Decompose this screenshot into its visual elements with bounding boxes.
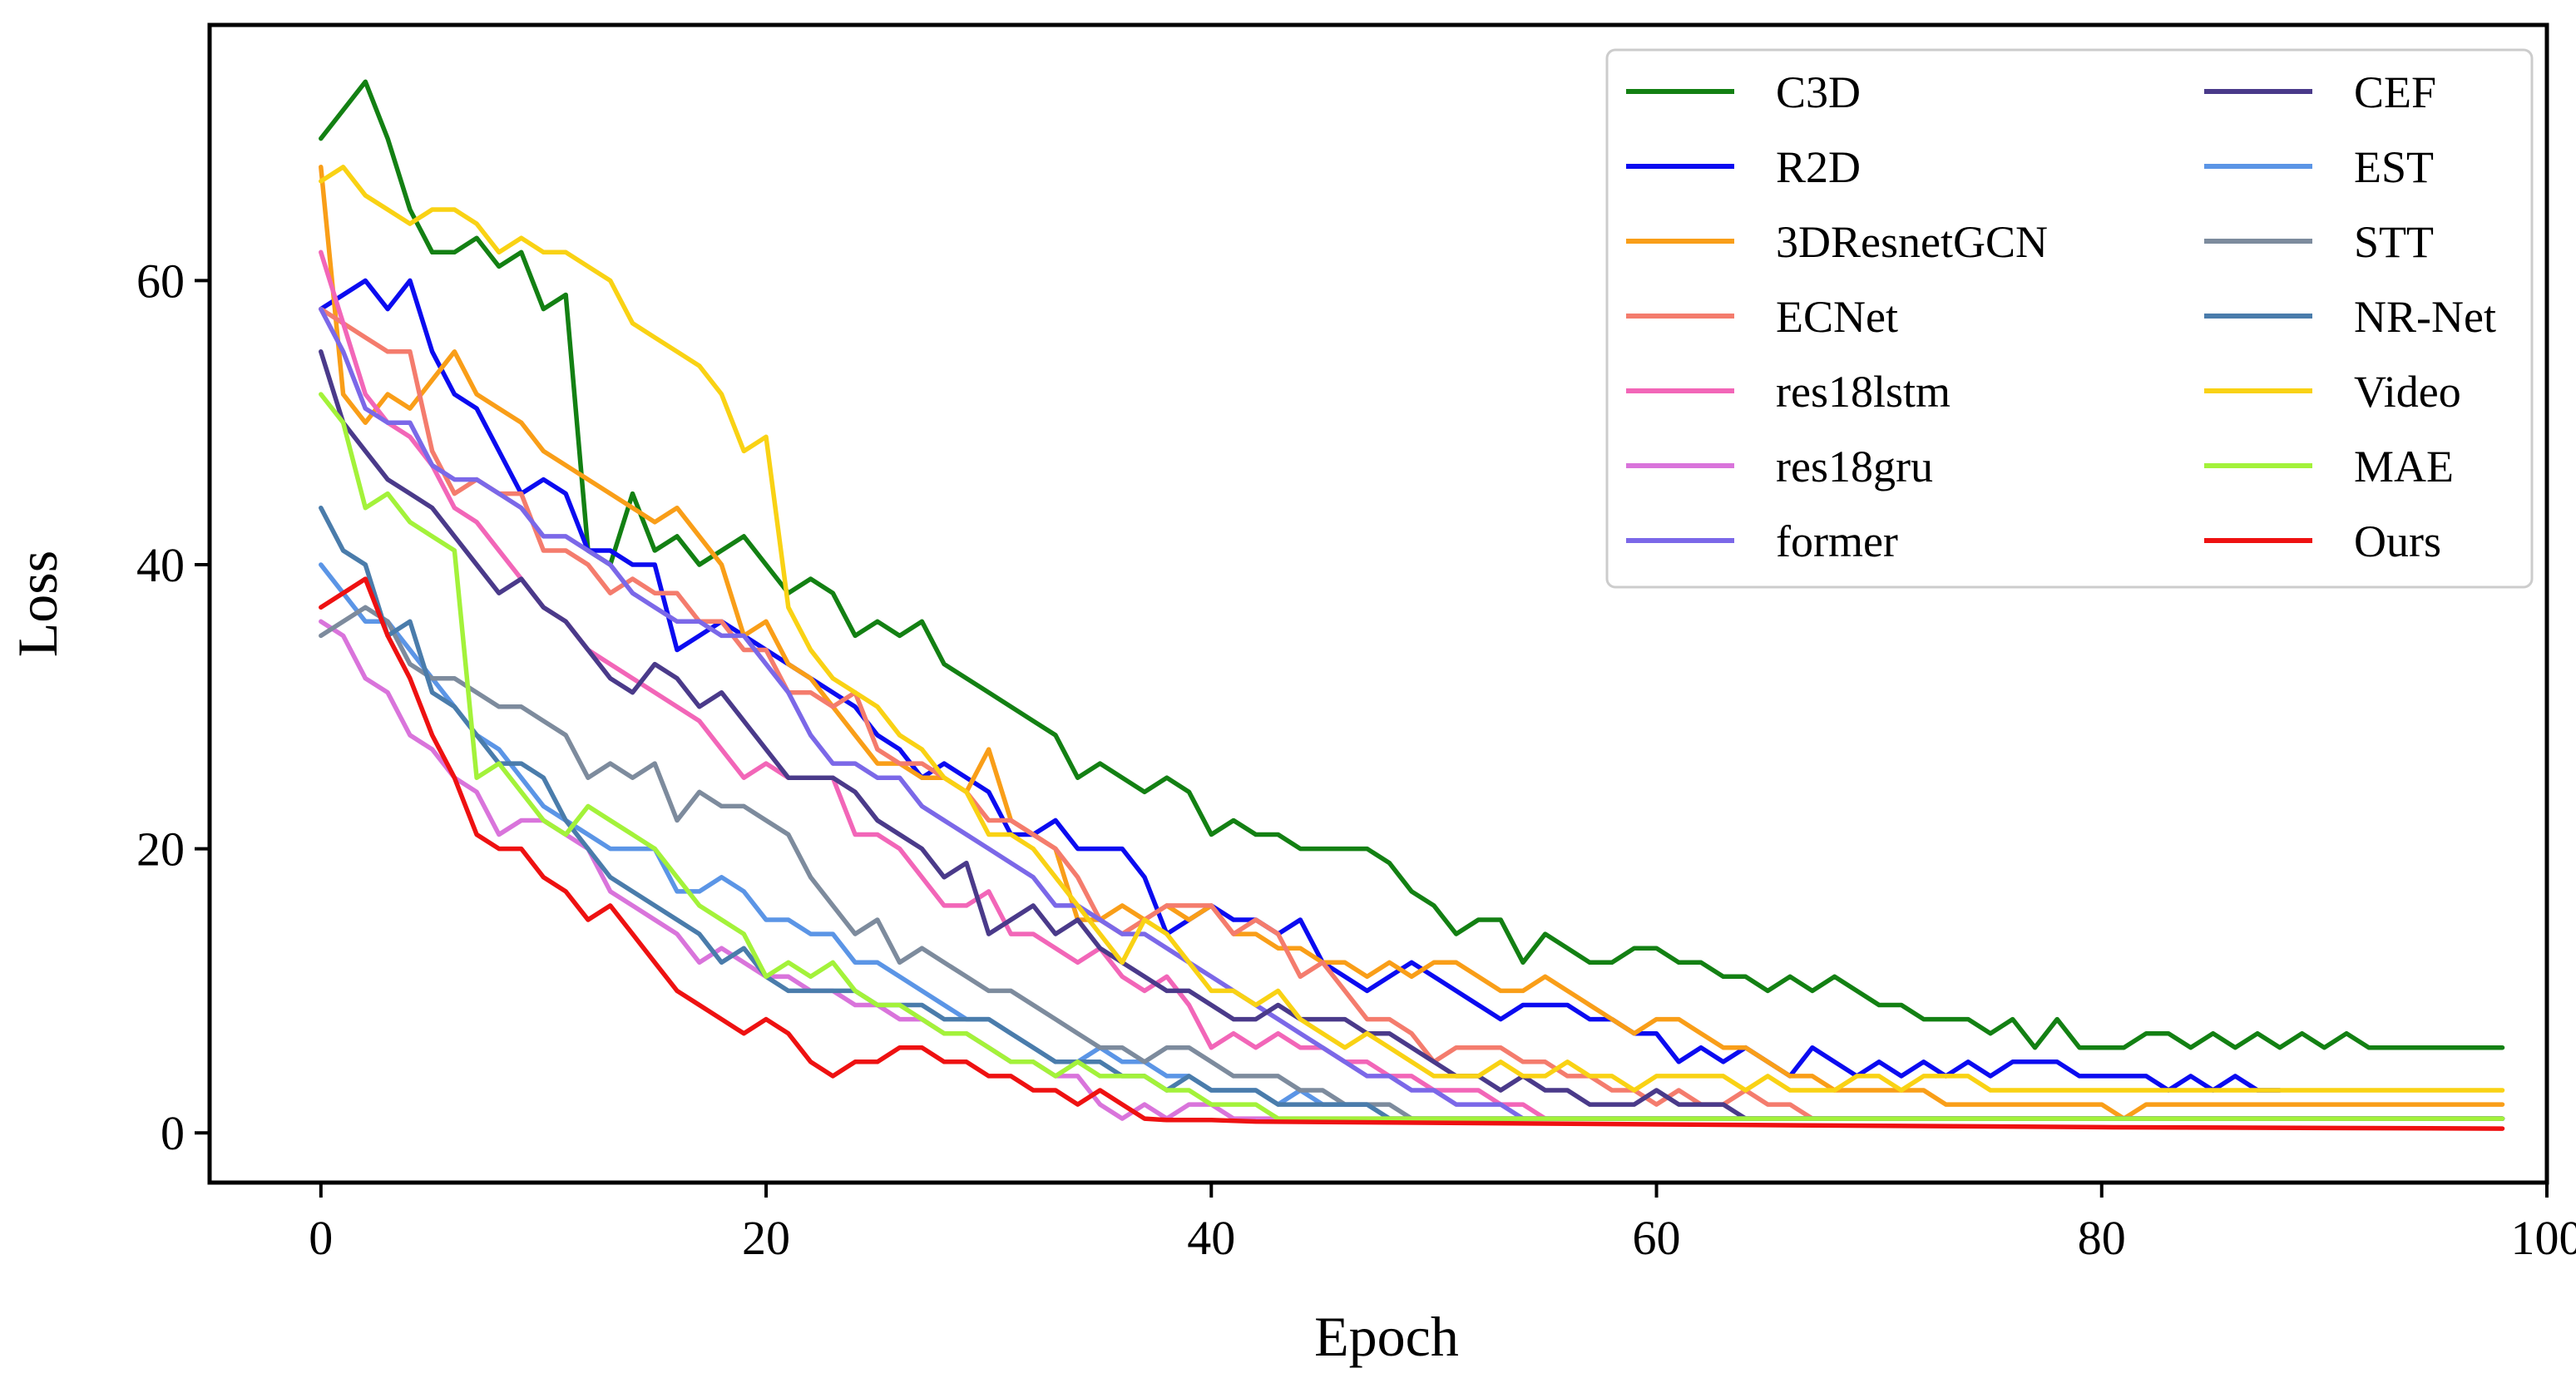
legend-label-ours: Ours [2354,516,2441,566]
series-line-cef [319,349,2505,1121]
plot-frame [207,22,2549,1185]
legend-box [1605,48,2534,589]
legend-label-mae: MAE [2354,442,2454,491]
legend-label-video: Video [2354,367,2461,417]
legend-label-3dresnetgcn: 3DResnetGCN [1776,217,2048,267]
legend-label-est: EST [2354,142,2434,192]
y-tick-label: 20 [136,822,185,877]
tick-layer: 0 20 40 60 80 100 0 20 40 60 [136,254,2576,1265]
legend-label-nr-net: NR-Net [2354,292,2496,342]
y-axis-label: Loss [6,551,69,657]
legend-label-res18gru: res18gru [1776,442,1933,491]
legend-label-stt: STT [2354,217,2434,267]
x-tick-label: 100 [2511,1211,2576,1265]
y-tick-label: 0 [161,1106,185,1160]
x-tick-label: 0 [309,1211,333,1265]
series-line-mae [319,392,2505,1121]
x-tick-label: 40 [1187,1211,1235,1265]
legend-label-c3d: C3D [1776,67,1861,117]
series-line-r2d [319,278,2282,1093]
x-tick-label: 60 [1633,1211,1681,1265]
series-line-video [319,165,2505,1093]
y-tick-label: 60 [136,254,185,308]
series-line-res18gru [319,619,2505,1121]
series-line-stt [319,605,2505,1121]
x-tick-label: 80 [2078,1211,2126,1265]
series-line-former [319,306,2505,1121]
series-layer [319,79,2505,1131]
y-tick-label: 40 [136,538,185,592]
legend-label-r2d: R2D [1776,142,1861,192]
legend-label-res18lstm: res18lstm [1776,367,1951,417]
x-axis-label: Epoch [1314,1305,1459,1368]
legend-label-former: former [1776,516,1898,566]
legend: C3D R2D 3DResnetGCN ECNet res18lstm res18gru f… [1605,48,2534,589]
series-line-c3d [319,79,2505,1050]
legend-label-ecnet: ECNet [1776,292,1898,342]
x-tick-label: 20 [742,1211,790,1265]
series-line-ours [319,576,2505,1131]
legend-label-cef: CEF [2354,67,2436,117]
